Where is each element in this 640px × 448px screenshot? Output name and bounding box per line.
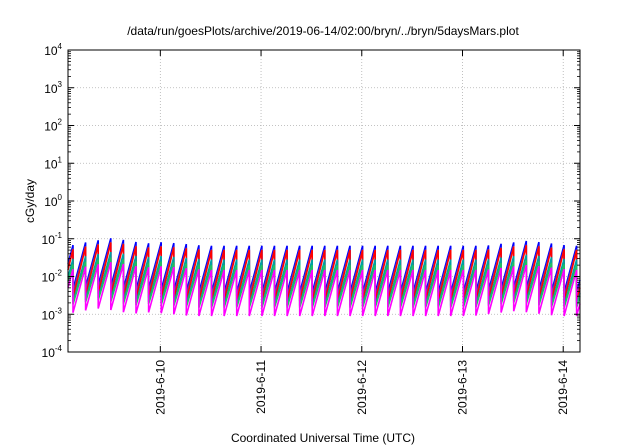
y-tick-label: 104 <box>44 42 62 58</box>
series-line <box>67 262 581 317</box>
y-tick-label: 10-3 <box>42 306 63 322</box>
y-tick-label: 102 <box>44 118 62 134</box>
x-axis: 2019-6-10 2019-6-11 2019-6-12 2019-6-13 2019… <box>153 50 570 415</box>
x-tick-label: 2019-6-10 <box>153 360 167 415</box>
chart-title: /data/run/goesPlots/archive/2019-06-14/0… <box>127 24 519 38</box>
x-tick-label: 2019-6-14 <box>556 360 570 415</box>
y-tick-label: 101 <box>44 155 62 171</box>
y-tick-label: 10-1 <box>42 231 63 247</box>
y-tick-label: 10-2 <box>42 269 63 285</box>
y-tick-label: 100 <box>44 193 62 209</box>
series-layer <box>67 238 581 317</box>
x-tick-label: 2019-6-12 <box>355 360 369 415</box>
x-tick-label: 2019-6-13 <box>455 360 469 415</box>
y-axis-label: cGy/day <box>23 179 37 223</box>
y-tick-label: 10-4 <box>42 344 63 360</box>
y-tick-label: 103 <box>44 80 62 96</box>
x-tick-label: 2019-6-11 <box>254 360 268 414</box>
x-axis-label: Coordinated Universal Time (UTC) <box>231 431 415 445</box>
y-axis: 10-4 10-3 10-2 10-1 100 101 102 103 104 <box>42 42 580 360</box>
